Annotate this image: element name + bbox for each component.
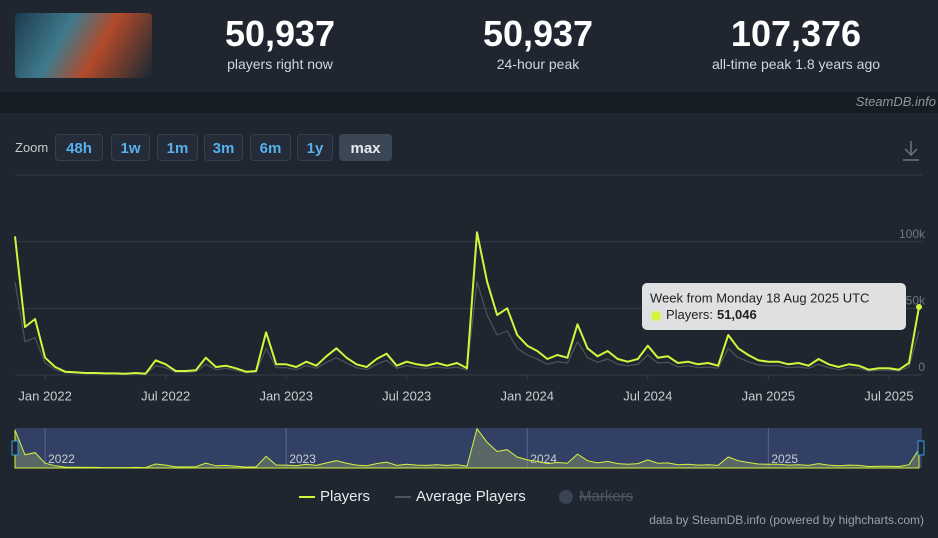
zoom-button[interactable]: 6m (250, 134, 291, 161)
legend-item[interactable]: Average Players (416, 488, 526, 505)
y-tick-label: 100k (899, 227, 926, 241)
series-line (14, 231, 920, 375)
tooltip-title: Week from Monday 18 Aug 2025 UTC (650, 290, 869, 305)
stat-value: 50,937 (224, 13, 336, 54)
y-tick-label: 50k (906, 294, 926, 308)
x-tick-label: Jul 2022 (141, 388, 190, 403)
navigator-label: 2022 (48, 452, 75, 466)
header-card (0, 0, 938, 92)
legend-swatch (559, 490, 573, 504)
stat-label: 24-hour peak (496, 56, 580, 72)
x-tick-label: Jan 2024 (501, 388, 555, 403)
tooltip-box (642, 283, 906, 330)
series-line (14, 281, 920, 375)
zoom-button[interactable]: 1y (297, 134, 333, 161)
x-tick-label: Jan 2023 (259, 388, 313, 403)
x-tick-label: Jan 2022 (18, 388, 72, 403)
navigator-label: 2025 (771, 452, 798, 466)
zoom-label: Zoom (15, 140, 49, 155)
x-tick-label: Jul 2023 (382, 388, 431, 403)
tooltip-series: Players: (666, 307, 713, 322)
stat: 50,937 players right now (160, 13, 400, 73)
x-tick-label: Jul 2024 (623, 388, 672, 403)
stat: 107,376 all-time peak 1.8 years ago (676, 13, 916, 73)
stat-value: 107,376 (730, 13, 862, 54)
zoom-button[interactable]: max (339, 134, 392, 161)
stat: 50,937 24-hour peak (418, 13, 658, 73)
stat-value: 50,937 (482, 13, 594, 54)
x-tick-label: Jan 2025 (742, 388, 796, 403)
x-tick-label: Jul 2025 (864, 388, 913, 403)
y-tick-label: 0 (918, 360, 925, 374)
credits: data by SteamDB.info (powered by highcha… (649, 513, 924, 527)
navigator-handle[interactable] (917, 440, 925, 456)
tooltip-dot (651, 311, 661, 321)
navigator-area (14, 427, 920, 469)
tooltip-label: Players: 51,046 (666, 307, 757, 322)
zoom-button[interactable]: 48h (55, 134, 103, 161)
stat-label: all-time peak 1.8 years ago (711, 56, 881, 72)
legend-item[interactable]: Markers (579, 488, 633, 505)
stat-label: players right now (227, 56, 333, 72)
navigator-label: 2024 (530, 452, 557, 466)
game-image[interactable] (15, 13, 152, 78)
zoom-button[interactable]: 1w (111, 134, 150, 161)
tooltip-value: 51,046 (717, 307, 757, 322)
navigator-label: 2023 (289, 452, 316, 466)
legend-item[interactable]: Players (320, 488, 370, 505)
hover-point (916, 303, 922, 310)
zoom-button[interactable]: 3m (204, 134, 243, 161)
source[interactable]: SteamDB.info (855, 94, 936, 109)
download-icon[interactable] (903, 141, 919, 161)
zoom-button[interactable]: 1m (157, 134, 198, 161)
navigator-handle[interactable] (11, 440, 19, 456)
icon-stroke (904, 148, 918, 157)
